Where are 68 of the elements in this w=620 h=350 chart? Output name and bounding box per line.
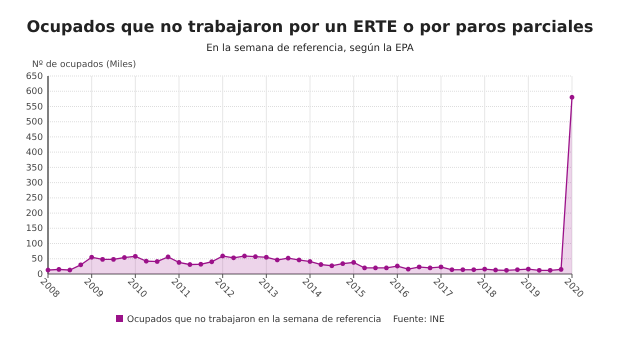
- y-tick-label: 300: [26, 178, 44, 188]
- point: [384, 266, 389, 270]
- point: [416, 264, 422, 270]
- y-tick-label: 0: [37, 270, 44, 280]
- point: [67, 268, 72, 272]
- point: [242, 254, 247, 258]
- point: [460, 267, 466, 272]
- point: [493, 268, 498, 272]
- y-tick-label: 600: [26, 87, 44, 98]
- chart-subtitle: En la semana de referencia, según la EPA: [206, 43, 414, 54]
- source-note: Fuente: INE: [393, 315, 445, 325]
- point: [264, 254, 269, 260]
- point: [198, 262, 204, 267]
- y-tick-label: 200: [26, 208, 44, 219]
- point: [144, 258, 149, 264]
- point: [515, 267, 520, 272]
- point: [56, 267, 62, 272]
- point: [536, 268, 542, 273]
- point: [78, 262, 84, 268]
- point: [362, 266, 367, 270]
- point: [482, 266, 488, 272]
- point: [471, 267, 476, 272]
- y-tick-label: 50: [32, 254, 44, 265]
- legend-label: Ocupados que no trabajaron en la semana de referencia: [127, 315, 382, 325]
- point: [558, 267, 564, 272]
- point: [296, 258, 302, 262]
- y-tick-label: 400: [26, 148, 44, 158]
- y-tick-label: 500: [26, 118, 44, 128]
- y-axis-title: Nº de ocupados (Miles): [32, 60, 136, 70]
- point: [329, 263, 334, 268]
- point: [188, 262, 192, 267]
- point: [122, 255, 127, 260]
- point: [351, 260, 356, 265]
- point: [274, 258, 280, 262]
- point: [504, 268, 509, 273]
- chart-title: Ocupados que no trabajaron por un ERTE o por paros parciales: [26, 17, 594, 36]
- y-tick-label: 100: [26, 239, 44, 250]
- point: [450, 267, 454, 272]
- y-tick-label: 550: [26, 102, 44, 112]
- point: [220, 254, 226, 258]
- point: [100, 256, 105, 262]
- y-tick-label: 450: [26, 132, 44, 143]
- point: [308, 259, 312, 264]
- point: [231, 255, 236, 260]
- y-tick-label: 150: [26, 224, 44, 234]
- point: [176, 260, 182, 265]
- point: [548, 268, 553, 273]
- point: [209, 259, 214, 264]
- y-tick-label: 350: [26, 163, 44, 174]
- point: [438, 264, 444, 270]
- point: [132, 254, 138, 259]
- y-tick-label: 650: [26, 72, 44, 82]
- point: [340, 261, 346, 266]
- point: [46, 268, 50, 272]
- point: [373, 266, 378, 270]
- point: [428, 266, 432, 270]
- point: [253, 254, 258, 260]
- point: [286, 256, 291, 261]
- point: [154, 259, 160, 264]
- y-tick-label: 250: [26, 194, 44, 204]
- point: [318, 262, 324, 267]
- point: [526, 266, 531, 272]
- point: [111, 256, 116, 262]
- point: [406, 266, 411, 272]
- point: [166, 254, 170, 260]
- point: [570, 94, 574, 100]
- point: [394, 264, 400, 268]
- point: [89, 254, 94, 260]
